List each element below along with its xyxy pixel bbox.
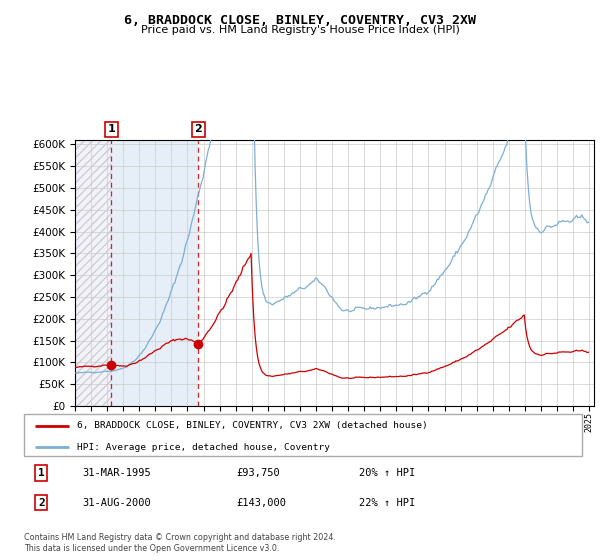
FancyBboxPatch shape (24, 414, 582, 456)
Text: 6, BRADDOCK CLOSE, BINLEY, COVENTRY, CV3 2XW (detached house): 6, BRADDOCK CLOSE, BINLEY, COVENTRY, CV3… (77, 421, 428, 430)
Text: Price paid vs. HM Land Registry's House Price Index (HPI): Price paid vs. HM Land Registry's House … (140, 25, 460, 35)
Text: 1: 1 (38, 468, 45, 478)
Text: HPI: Average price, detached house, Coventry: HPI: Average price, detached house, Cove… (77, 442, 330, 452)
Text: 31-AUG-2000: 31-AUG-2000 (83, 498, 151, 507)
Text: 2: 2 (38, 498, 45, 507)
Bar (111, 140, 198, 406)
Text: 1: 1 (107, 124, 115, 134)
Text: £143,000: £143,000 (236, 498, 286, 507)
Text: 22% ↑ HPI: 22% ↑ HPI (359, 498, 415, 507)
Text: 2: 2 (194, 124, 202, 134)
Text: 20% ↑ HPI: 20% ↑ HPI (359, 468, 415, 478)
Bar (75, 140, 111, 406)
Text: 6, BRADDOCK CLOSE, BINLEY, COVENTRY, CV3 2XW: 6, BRADDOCK CLOSE, BINLEY, COVENTRY, CV3… (124, 14, 476, 27)
Text: Contains HM Land Registry data © Crown copyright and database right 2024.
This d: Contains HM Land Registry data © Crown c… (24, 533, 336, 553)
Text: 31-MAR-1995: 31-MAR-1995 (83, 468, 151, 478)
Bar (75, 140, 111, 406)
Text: £93,750: £93,750 (236, 468, 280, 478)
